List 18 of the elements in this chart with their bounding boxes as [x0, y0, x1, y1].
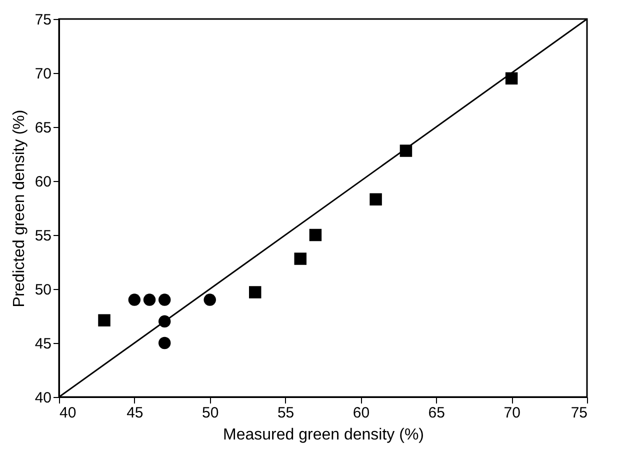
x-tick-label: 50 — [202, 404, 219, 422]
y-tick-label: 60 — [34, 174, 52, 190]
x-tick-label: 65 — [428, 404, 445, 422]
y-tick-label: 40 — [34, 390, 52, 406]
x-axis-title: Measured green density (%) — [223, 426, 424, 444]
x-tick-label: 40 — [60, 404, 76, 422]
x-tick-label: 60 — [352, 404, 370, 422]
y-tick-label: 50 — [34, 282, 52, 298]
y-tick-label: 70 — [34, 66, 52, 82]
x-tick-label: 45 — [126, 404, 144, 422]
y-axis-title: Predicted green density (%) — [10, 110, 28, 308]
x-tick-label: 55 — [277, 404, 294, 422]
x-tick-label: 75 — [570, 404, 588, 422]
y-tick-label: 45 — [34, 336, 52, 352]
y-tick-label: 55 — [34, 228, 52, 244]
y-tick-label: 65 — [34, 120, 52, 136]
y-tick-label: 75 — [34, 12, 52, 28]
x-tick-label: 70 — [504, 404, 520, 422]
